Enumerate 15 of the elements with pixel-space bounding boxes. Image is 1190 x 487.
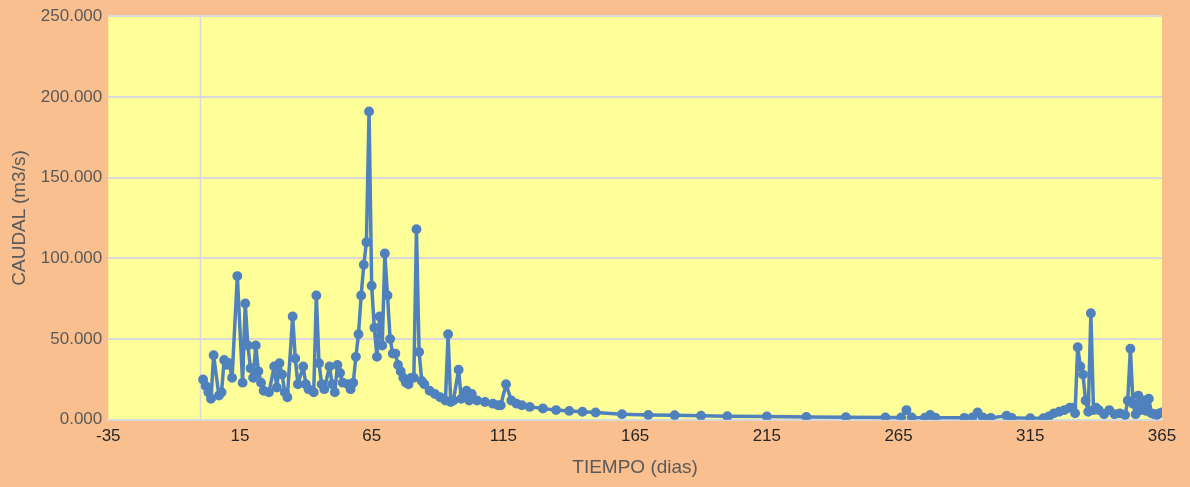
x-tick-label: 215 <box>752 425 782 445</box>
x-tick-label: 165 <box>620 425 650 445</box>
x-tick-label: 265 <box>884 425 913 445</box>
y-axis-title: CAUDAL (m3/s) <box>7 150 29 286</box>
x-tick-label: 65 <box>362 425 382 445</box>
x-tick-label: 365 <box>1147 425 1177 445</box>
y-tick-label: 150.000 <box>40 167 103 187</box>
x-tick-label: 15 <box>230 425 250 445</box>
x-tick-label: 315 <box>1016 425 1045 445</box>
x-tick-label: 115 <box>489 425 517 445</box>
y-tick-label: 250.000 <box>40 5 103 25</box>
y-tick-label: 100.000 <box>40 248 103 268</box>
y-tick-label: 200.000 <box>40 86 103 106</box>
x-axis-title: TIEMPO (dias) <box>572 455 698 477</box>
y-tick-label: 50.000 <box>50 328 103 348</box>
